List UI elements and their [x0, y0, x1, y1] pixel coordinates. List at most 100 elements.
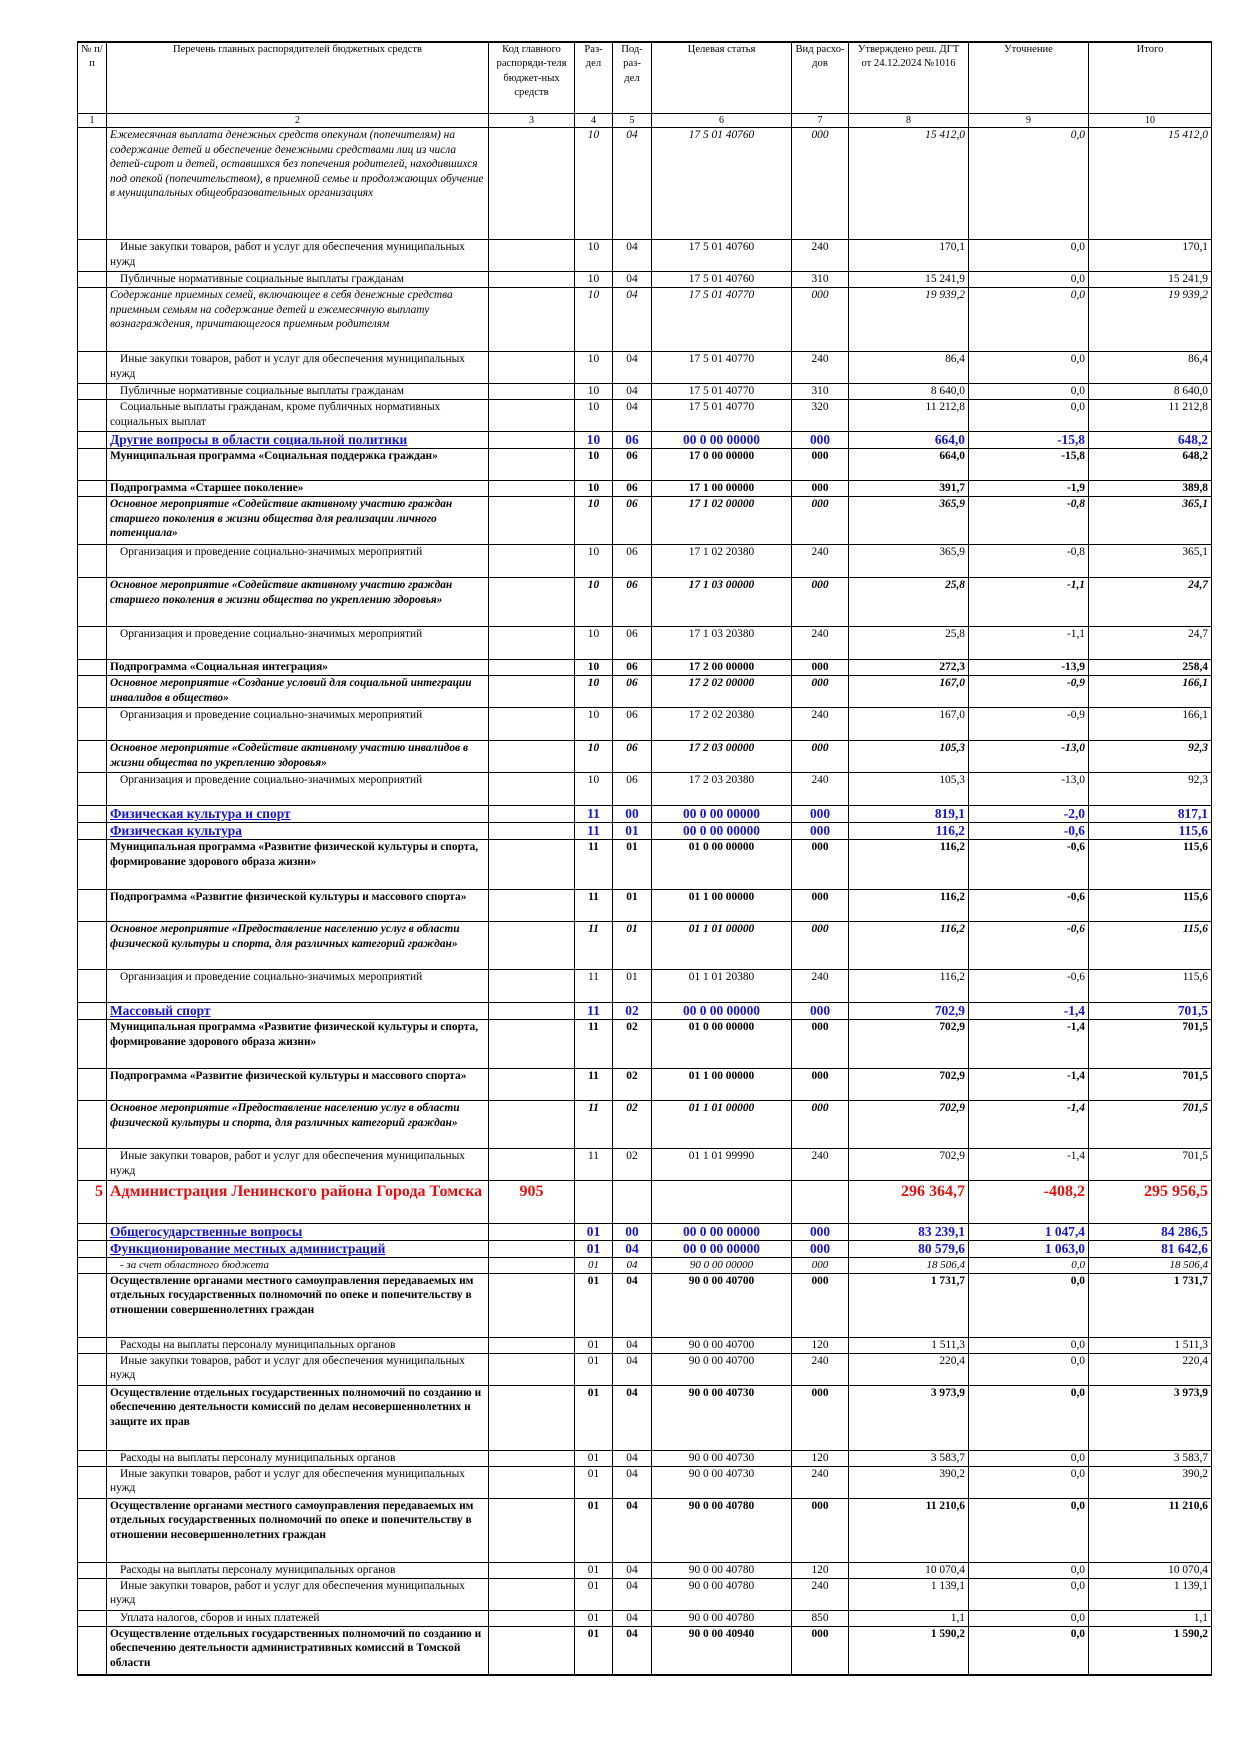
row-subsection: 06: [612, 480, 652, 498]
row-number: [77, 127, 107, 240]
header-section: Раз-дел: [574, 41, 613, 114]
row-subsection: 01: [612, 822, 652, 841]
row-approved: 11 210,6: [848, 1498, 969, 1563]
column-number: 9: [968, 113, 1089, 128]
row-target-article: 17 5 01 40760: [651, 239, 792, 272]
table-row: Организация и проведение социально-значи…: [77, 772, 1212, 807]
row-code: [488, 675, 575, 709]
row-code: [488, 822, 575, 841]
row-section: 10: [574, 271, 613, 288]
column-number: 10: [1088, 113, 1212, 128]
row-code: [488, 127, 575, 240]
row-target-article: 17 2 03 00000: [651, 740, 792, 774]
table-row: Уплата налогов, сборов и иных платежей 01…: [77, 1610, 1212, 1627]
row-approved: 702,9: [848, 1148, 969, 1182]
row-total: 170,1: [1088, 239, 1212, 272]
row-number: [77, 1257, 107, 1274]
row-approved: 170,1: [848, 239, 969, 272]
row-expense-type: 240: [791, 239, 849, 272]
row-subsection: 06: [612, 772, 652, 807]
row-section: 10: [574, 772, 613, 807]
row-subsection: 04: [612, 1466, 652, 1499]
table-row: 5 Администрация Ленинского района Города …: [77, 1180, 1212, 1225]
row-target-article: 17 5 01 40770: [651, 399, 792, 432]
row-approved: 116,2: [848, 839, 969, 891]
row-approved: 15 412,0: [848, 127, 969, 240]
row-total: 365,1: [1088, 544, 1212, 579]
row-section: 11: [574, 1100, 613, 1150]
row-subsection: 04: [612, 1562, 652, 1579]
row-target-article: 01 1 00 00000: [651, 1068, 792, 1102]
row-number: [77, 1240, 107, 1259]
row-expense-type: 000: [791, 1223, 849, 1242]
table-row: - за счет областного бюджета 01 04 90 0 00 …: [77, 1257, 1212, 1274]
row-section: 10: [574, 496, 613, 546]
row-total: 24,7: [1088, 577, 1212, 628]
row-total: 648,2: [1088, 448, 1212, 482]
row-code: [488, 1466, 575, 1499]
row-change: 0,0: [968, 1353, 1089, 1386]
row-change: -1,4: [968, 1002, 1089, 1021]
column-numbers-row: 1 2 3 4 5 6 7 8 9 10: [77, 113, 1212, 128]
row-code: [488, 1100, 575, 1150]
row-code: [488, 1068, 575, 1102]
row-number: [77, 1100, 107, 1150]
row-target-article: 01 0 00 00000: [651, 839, 792, 891]
row-code: [488, 480, 575, 498]
row-expense-type: 000: [791, 1019, 849, 1070]
row-number: [77, 1562, 107, 1579]
row-section: 11: [574, 1068, 613, 1102]
row-number: [77, 1578, 107, 1611]
column-number: 4: [574, 113, 613, 128]
row-change: -408,2: [968, 1180, 1089, 1225]
row-code: [488, 1240, 575, 1259]
row-approved: 116,2: [848, 969, 969, 1004]
row-change: 1 063,0: [968, 1240, 1089, 1259]
row-code: [488, 1385, 575, 1451]
row-number: [77, 740, 107, 774]
column-number: 5: [612, 113, 652, 128]
row-change: 0,0: [968, 239, 1089, 272]
row-change: -13,0: [968, 740, 1089, 774]
row-target-article: 17 1 02 20380: [651, 544, 792, 579]
row-total: 10 070,4: [1088, 1562, 1212, 1579]
row-target-article: 00 0 00 00000: [651, 431, 792, 450]
row-change: -13,9: [968, 659, 1089, 677]
table-row: Муниципальная программа «Развитие физиче…: [77, 1019, 1212, 1070]
column-number: 1: [77, 113, 107, 128]
row-name: Иные закупки товаров, работ и услуг для …: [106, 239, 489, 272]
row-name: Иные закупки товаров, работ и услуг для …: [106, 1578, 489, 1611]
table-row: Основное мероприятие «Предоставление нас…: [77, 1100, 1212, 1150]
row-approved: 10 070,4: [848, 1562, 969, 1579]
row-number: [77, 839, 107, 891]
row-subsection: 02: [612, 1019, 652, 1070]
row-number: [77, 1626, 107, 1677]
row-total: 166,1: [1088, 675, 1212, 709]
row-total: 220,4: [1088, 1353, 1212, 1386]
row-name: Организация и проведение социально-значи…: [106, 969, 489, 1004]
row-target-article: [651, 1180, 792, 1225]
row-expense-type: [791, 1180, 849, 1225]
row-approved: 702,9: [848, 1100, 969, 1150]
row-target-article: 01 0 00 00000: [651, 1019, 792, 1070]
row-name: Подпрограмма «Развитие физической культу…: [106, 889, 489, 923]
row-change: 0,0: [968, 1450, 1089, 1467]
row-target-article: 00 0 00 00000: [651, 822, 792, 841]
row-expense-type: 000: [791, 659, 849, 677]
row-target-article: 17 2 02 00000: [651, 675, 792, 709]
row-expense-type: 000: [791, 480, 849, 498]
row-target-article: 01 1 00 00000: [651, 889, 792, 923]
row-subsection: 06: [612, 577, 652, 628]
row-subsection: 04: [612, 1337, 652, 1354]
row-code: [488, 351, 575, 384]
row-section: 01: [574, 1498, 613, 1563]
row-subsection: 04: [612, 1240, 652, 1259]
row-name: Основное мероприятие «Предоставление нас…: [106, 921, 489, 971]
row-code: [488, 1148, 575, 1182]
row-name: Подпрограмма «Социальная интеграция»: [106, 659, 489, 677]
row-subsection: 06: [612, 740, 652, 774]
row-target-article: 17 0 00 00000: [651, 448, 792, 482]
row-total: 84 286,5: [1088, 1223, 1212, 1242]
row-name: Иные закупки товаров, работ и услуг для …: [106, 351, 489, 384]
row-section: 11: [574, 889, 613, 923]
